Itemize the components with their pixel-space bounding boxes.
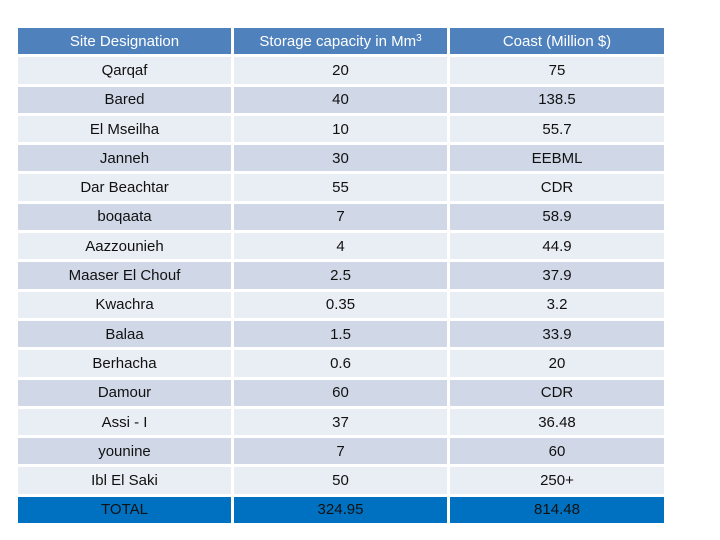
cell-cost: 250+ bbox=[450, 467, 664, 494]
cell-cost: 75 bbox=[450, 57, 664, 84]
total-cost: 814.48 bbox=[450, 496, 664, 524]
cell-storage: 7 bbox=[234, 438, 447, 465]
cell-storage: 37 bbox=[234, 408, 447, 436]
cell-storage: 1.5 bbox=[234, 320, 447, 348]
total-storage: 324.95 bbox=[234, 496, 447, 524]
cell-cost: 44.9 bbox=[450, 233, 664, 260]
cell-site: Kwachra bbox=[18, 291, 231, 318]
total-site: TOTAL bbox=[18, 496, 231, 524]
cell-site: Assi - I bbox=[18, 408, 231, 436]
cell-site: Balaa bbox=[18, 320, 231, 348]
cell-site: younine bbox=[18, 438, 231, 465]
cell-storage: 20 bbox=[234, 57, 447, 84]
cell-site: Qarqaf bbox=[18, 57, 231, 84]
cell-storage: 0.35 bbox=[234, 291, 447, 318]
cell-site: Aazzounieh bbox=[18, 233, 231, 260]
cell-cost: 58.9 bbox=[450, 203, 664, 231]
cell-storage: 0.6 bbox=[234, 350, 447, 377]
cell-storage: 10 bbox=[234, 115, 447, 143]
header-storage: Storage capacity in Mm 3 bbox=[234, 28, 447, 55]
cell-site: Ibl El Saki bbox=[18, 467, 231, 494]
cell-storage: 60 bbox=[234, 379, 447, 406]
cell-site: Maaser El Chouf bbox=[18, 262, 231, 289]
cell-cost: 55.7 bbox=[450, 115, 664, 143]
cell-cost: 3.2 bbox=[450, 291, 664, 318]
cell-site: Berhacha bbox=[18, 350, 231, 377]
cell-cost: CDR bbox=[450, 174, 664, 201]
cell-storage: 4 bbox=[234, 233, 447, 260]
storage-table: Site Designation Storage capacity in Mm 3… bbox=[18, 28, 664, 524]
cell-cost: CDR bbox=[450, 379, 664, 406]
cell-cost: 20 bbox=[450, 350, 664, 377]
cell-site: Janneh bbox=[18, 145, 231, 172]
cell-site: Dar Beachtar bbox=[18, 174, 231, 201]
cell-storage: 40 bbox=[234, 86, 447, 113]
cell-storage: 30 bbox=[234, 145, 447, 172]
cell-cost: 36.48 bbox=[450, 408, 664, 436]
cell-storage: 7 bbox=[234, 203, 447, 231]
cell-storage: 50 bbox=[234, 467, 447, 494]
cell-cost: EEBML bbox=[450, 145, 664, 172]
cell-cost: 138.5 bbox=[450, 86, 664, 113]
cell-site: El Mseilha bbox=[18, 115, 231, 143]
header-cost: Coast (Million $) bbox=[450, 28, 664, 55]
header-storage-text: Storage capacity in Mm bbox=[259, 32, 417, 50]
header-site: Site Designation bbox=[18, 28, 231, 55]
cell-cost: 37.9 bbox=[450, 262, 664, 289]
cell-cost: 60 bbox=[450, 438, 664, 465]
cell-storage: 55 bbox=[234, 174, 447, 201]
cell-storage: 2.5 bbox=[234, 262, 447, 289]
cell-site: Bared bbox=[18, 86, 231, 113]
cell-site: Damour bbox=[18, 379, 231, 406]
cell-cost: 33.9 bbox=[450, 320, 664, 348]
cell-site: boqaata bbox=[18, 203, 231, 231]
